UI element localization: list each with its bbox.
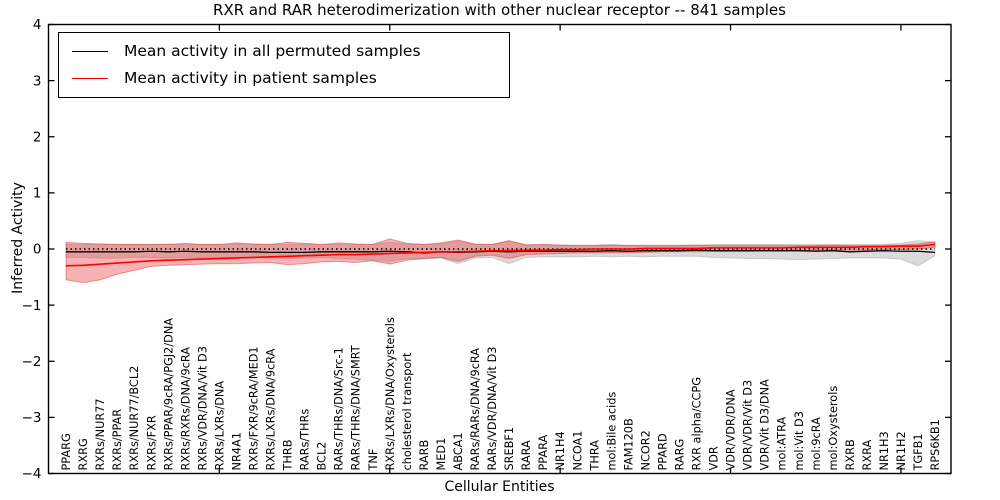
y-tick-label: 4 [33,17,42,33]
x-category-label: RXRA [861,440,874,471]
x-category-label: RARG [673,439,686,471]
legend-entry: Mean activity in patient samples [72,69,499,87]
x-category-label: RARs/VDR/DNA/Vit D3 [486,347,499,471]
x-category-label: TGFB1 [912,433,925,471]
x-category-label: RXRs/NUR77/BCL2 [128,366,141,471]
x-category-label: NR1H2 [895,431,908,470]
x-category-label: PPARA [537,434,550,470]
x-category-label: RARs/RARs/DNA/9cRA [469,348,482,471]
x-category-label: RARB [418,440,431,471]
x-category-label: mol:Bile acids [605,392,618,471]
legend-label-permuted: Mean activity in all permuted samples [124,42,421,60]
permuted-band [65,240,936,267]
y-tick-label: −4 [22,466,42,482]
patient-line [65,243,936,267]
x-category-label: BCL2 [316,442,329,471]
x-category-label: NCOR2 [639,430,652,470]
x-category-label: THRB [282,440,295,472]
x-category-label: SREBF1 [503,427,516,471]
patient-band [65,238,936,284]
x-category-label: PPARG [60,433,73,470]
x-category-label: RXRB [844,439,857,470]
x-category-label: RXRs/FXR [145,415,158,470]
x-category-label: VDR [708,446,721,470]
y-tick-label: 1 [33,186,42,202]
legend-line-patient-icon [72,77,108,79]
x-category-label: RARA [520,440,533,471]
legend-entry: Mean activity in all permuted samples [72,42,499,60]
x-category-label: RXRs/LXRs/DNA/Oxysterols [384,317,397,470]
x-category-label: RARs/THRs [299,409,312,471]
x-category-label: VDR/VDR/DNA [725,389,738,470]
x-category-label: mol:9cRA [810,417,823,471]
x-category-label: ABCA1 [452,432,465,470]
legend-label-patient: Mean activity in patient samples [124,69,377,87]
y-tick-label: 2 [33,129,42,145]
x-axis-label: Cellular Entities [444,479,555,495]
x-category-label: mol:Vit D3 [793,411,806,470]
x-category-label: RXRs/PPAR [111,409,124,471]
y-tick-label: −1 [22,298,42,314]
x-category-label: RXRs/NUR77 [94,398,107,470]
x-category-label: RXRs/PPAR/9cRA/PGJ2/DNA [162,318,175,471]
y-axis-label: Inferred Activity [10,182,26,294]
x-category-label: cholesterol transport [401,352,414,470]
y-tick-label: −2 [22,354,42,370]
x-category-label: NCOA1 [571,431,584,471]
x-category-label: NR1H3 [878,431,891,470]
x-category-label: NR4A1 [230,432,243,470]
x-category-label: RXRs/LXRs/DNA/9cRA [265,348,278,470]
x-category-label: PPARD [656,433,669,470]
x-category-label: FAM120B [622,418,635,470]
x-category-label: VDR/VDR/Vit D3 [742,380,755,471]
x-category-label: mol:Oxysterols [827,386,840,471]
legend: Mean activity in all permuted samples Me… [58,32,510,98]
x-category-label: RARs/THRs/DNA/Src-1 [333,347,346,470]
y-tick-label: 0 [33,242,42,258]
x-category-label: RXRs/VDR/DNA/Vit D3 [196,346,209,470]
x-category-label: RXRG [77,438,90,470]
x-category-label: THRA [588,440,601,472]
x-category-label: RPS6KB1 [929,419,942,470]
x-category-label: MED1 [435,438,448,471]
x-category-label: RARs/THRs/DNA/SMRT [350,345,363,470]
chart-title: RXR and RAR heterodimerization with othe… [213,1,786,19]
y-tick-label: 3 [33,73,42,89]
x-category-label: NR1H4 [554,431,567,470]
legend-line-permuted-icon [72,50,108,52]
x-category-label: RXRs/LXRs/DNA [213,381,226,471]
permuted-line [66,249,936,254]
x-category-label: RXRs/RXRs/DNA/9cRA [179,347,192,471]
x-category-label: mol:ATRA [776,416,789,470]
y-tick-label: −3 [22,410,42,426]
x-category-label: RXR alpha/CCPG [691,377,704,471]
x-category-label: RXRs/FXR/9cRA/MED1 [247,346,260,470]
x-category-label: VDR/Vit D3/DNA [759,379,772,471]
x-category-label: TNF [367,449,380,472]
